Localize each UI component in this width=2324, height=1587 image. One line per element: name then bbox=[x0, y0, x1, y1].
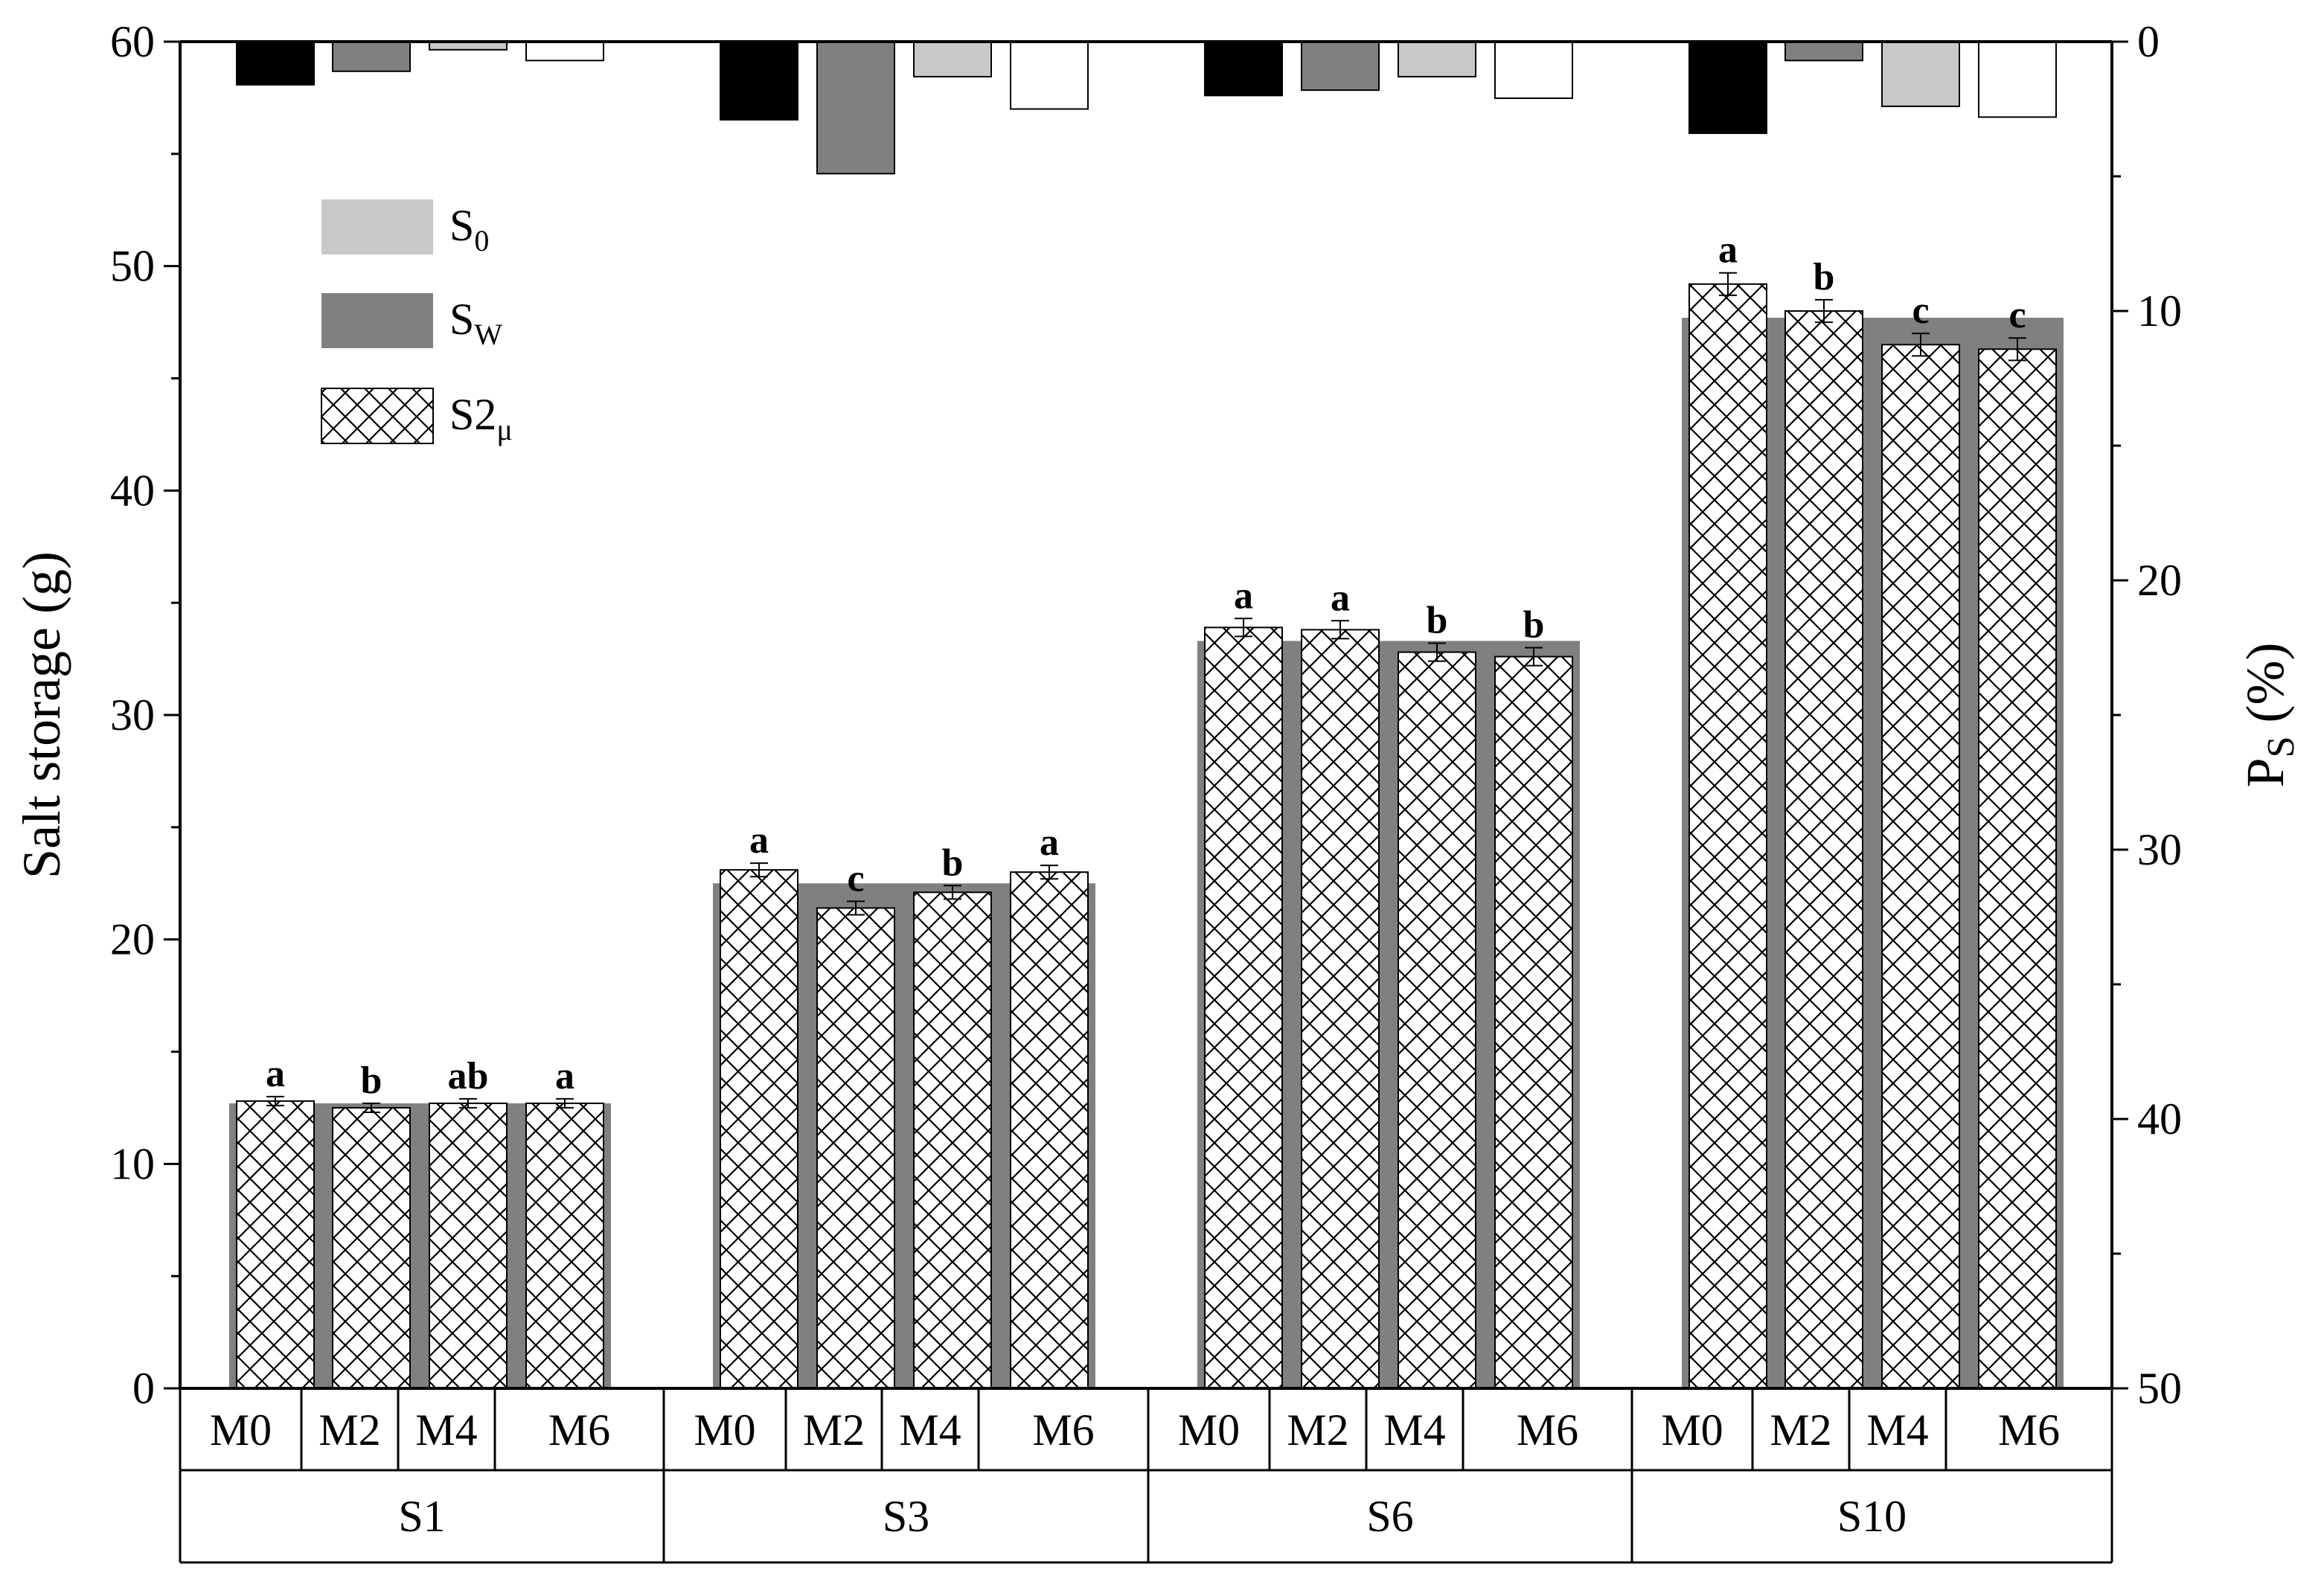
s2mu-bar-s3-m2 bbox=[816, 907, 895, 1389]
ps-bar-s6-m4 bbox=[1398, 41, 1476, 78]
sig-label-s1-m2: b bbox=[361, 1059, 382, 1102]
group-label-s10: S10 bbox=[1837, 1492, 1907, 1541]
treatment-label-s6-m2: M2 bbox=[1287, 1405, 1348, 1455]
y-tick-label-30: 30 bbox=[110, 690, 155, 740]
sig-label-s10-m0: a bbox=[1718, 229, 1738, 272]
treatment-label-s1-m0: M0 bbox=[210, 1405, 272, 1455]
sig-label-s6-m6: b bbox=[1523, 604, 1545, 647]
s2mu-bar-s10-m6 bbox=[1978, 348, 2057, 1389]
treatment-label-s3-m0: M0 bbox=[694, 1405, 755, 1455]
ps-bar-s10-m0 bbox=[1688, 41, 1767, 135]
s2mu-bar-s3-m6 bbox=[1010, 871, 1089, 1389]
s2mu-bar-s10-m4 bbox=[1881, 344, 1960, 1389]
ps-bar-s10-m4 bbox=[1881, 41, 1960, 107]
treatment-label-s10-m0: M0 bbox=[1661, 1405, 1723, 1455]
ps-bar-s3-m6 bbox=[1010, 41, 1089, 110]
ps-bar-s3-m4 bbox=[913, 41, 992, 78]
s2mu-bar-s1-m2 bbox=[332, 1106, 411, 1389]
treatment-label-s10-m4: M4 bbox=[1866, 1405, 1928, 1455]
treatment-label-s3-m6: M6 bbox=[1032, 1405, 1094, 1455]
sig-label-s6-m4: b bbox=[1427, 599, 1448, 641]
treatment-label-s10-m2: M2 bbox=[1770, 1405, 1831, 1455]
s2mu-bar-s6-m4 bbox=[1398, 651, 1476, 1389]
legend: S0 SW S2μ bbox=[321, 199, 513, 446]
sig-label-s10-m6: c bbox=[2008, 294, 2026, 336]
treatment-label-s1-m4: M4 bbox=[415, 1405, 477, 1455]
s2mu-bar-s10-m0 bbox=[1688, 283, 1767, 1389]
sig-label-s3-m2: c bbox=[847, 857, 864, 900]
treatment-label-s3-m4: M4 bbox=[899, 1405, 961, 1455]
sig-label-s3-m4: b bbox=[942, 841, 964, 884]
ps-bar-s1-m2 bbox=[332, 41, 411, 72]
s2mu-bar-s10-m2 bbox=[1784, 310, 1863, 1389]
sig-label-s1-m6: a bbox=[555, 1055, 574, 1097]
y2-tick-label-20: 20 bbox=[2137, 556, 2182, 605]
y-axis-title: Salt storage (g) bbox=[12, 551, 71, 879]
y-tick-label-40: 40 bbox=[110, 466, 155, 515]
ps-bar-s6-m6 bbox=[1494, 41, 1573, 100]
sig-label-s10-m4: c bbox=[1912, 289, 1929, 332]
y2-tick-label-30: 30 bbox=[2137, 825, 2182, 874]
y-tick-label-10: 10 bbox=[110, 1139, 155, 1188]
ps-bar-s3-m2 bbox=[816, 41, 895, 175]
y2-tick-label-50: 50 bbox=[2137, 1364, 2182, 1413]
group-label-s3: S3 bbox=[883, 1492, 929, 1541]
s2mu-bar-s1-m4 bbox=[429, 1102, 508, 1389]
treatment-label-s1-m6: M6 bbox=[548, 1405, 610, 1455]
y2-axis-title-text: PS (%) bbox=[2235, 643, 2302, 788]
s2mu-bar-s3-m0 bbox=[720, 869, 798, 1389]
legend-swatch-1 bbox=[321, 293, 433, 348]
ps-bar-s3-m0 bbox=[720, 41, 798, 121]
ps-bar-s10-m6 bbox=[1978, 41, 2057, 118]
sig-label-s1-m0: a bbox=[266, 1053, 285, 1095]
y-tick-label-60: 60 bbox=[110, 17, 155, 66]
legend-label-0: S0 bbox=[449, 201, 489, 257]
s2mu-bar-s6-m2 bbox=[1301, 629, 1380, 1389]
y2-tick-label-40: 40 bbox=[2137, 1094, 2182, 1144]
sig-label-s3-m0: a bbox=[749, 819, 769, 862]
sig-label-s1-m4: ab bbox=[448, 1055, 489, 1097]
treatment-label-s1-m2: M2 bbox=[318, 1405, 380, 1455]
y2-tick-label-10: 10 bbox=[2137, 286, 2182, 336]
y-tick-label-20: 20 bbox=[110, 915, 155, 964]
legend-label-1: SW bbox=[449, 295, 502, 351]
treatment-label-s6-m4: M4 bbox=[1383, 1405, 1445, 1455]
group-label-s1: S1 bbox=[398, 1492, 445, 1541]
s2mu-bar-s1-m0 bbox=[236, 1100, 315, 1390]
y-tick-label-0: 0 bbox=[132, 1364, 155, 1413]
legend-swatch-0 bbox=[321, 199, 433, 254]
treatment-label-s6-m6: M6 bbox=[1517, 1405, 1578, 1455]
ps-bars bbox=[236, 41, 2057, 175]
treatment-label-s3-m2: M2 bbox=[803, 1405, 865, 1455]
ps-bar-s6-m2 bbox=[1301, 41, 1380, 92]
treatment-label-s10-m6: M6 bbox=[1998, 1405, 2060, 1455]
y-axis-ticks: 0 10 20 30 40 50 60 bbox=[110, 17, 180, 1413]
s2mu-bar-s6-m0 bbox=[1204, 626, 1283, 1389]
category-table: M0 M2 M4 M6 S1 M0 M2 M4 M6 S3 M0 M2 M4 M6 S6 M0 M2 M4 M6 S1… bbox=[179, 1388, 2113, 1564]
ps-bar-s10-m2 bbox=[1784, 41, 1863, 62]
legend-swatch-2 bbox=[321, 388, 434, 444]
y2-tick-label-0: 0 bbox=[2137, 17, 2160, 66]
ps-bar-s1-m6 bbox=[525, 41, 604, 62]
sig-label-s6-m0: a bbox=[1234, 574, 1253, 617]
y2-axis-title: PS (%) bbox=[2235, 643, 2302, 788]
y-tick-label-50: 50 bbox=[110, 242, 155, 291]
error-bars bbox=[266, 272, 2026, 1113]
legend-label-2: S2μ bbox=[449, 390, 513, 446]
s2mu-bar-s3-m4 bbox=[913, 891, 992, 1389]
sig-label-s10-m2: b bbox=[1814, 256, 1835, 298]
ps-bar-s1-m0 bbox=[236, 41, 315, 86]
sig-label-s6-m2: a bbox=[1331, 577, 1350, 619]
s2mu-bar-s6-m6 bbox=[1494, 655, 1573, 1389]
ps-bar-s6-m0 bbox=[1204, 41, 1283, 97]
treatment-label-s6-m0: M0 bbox=[1178, 1405, 1240, 1455]
group-label-s6: S6 bbox=[1366, 1492, 1413, 1541]
sig-label-s3-m6: a bbox=[1040, 821, 1059, 864]
s2mu-bars bbox=[236, 283, 2057, 1390]
y2-axis-ticks: 0 10 20 30 40 50 bbox=[2112, 17, 2182, 1413]
y-axis-title-text: Salt storage (g) bbox=[12, 551, 71, 879]
s2mu-bar-s1-m6 bbox=[525, 1102, 604, 1389]
